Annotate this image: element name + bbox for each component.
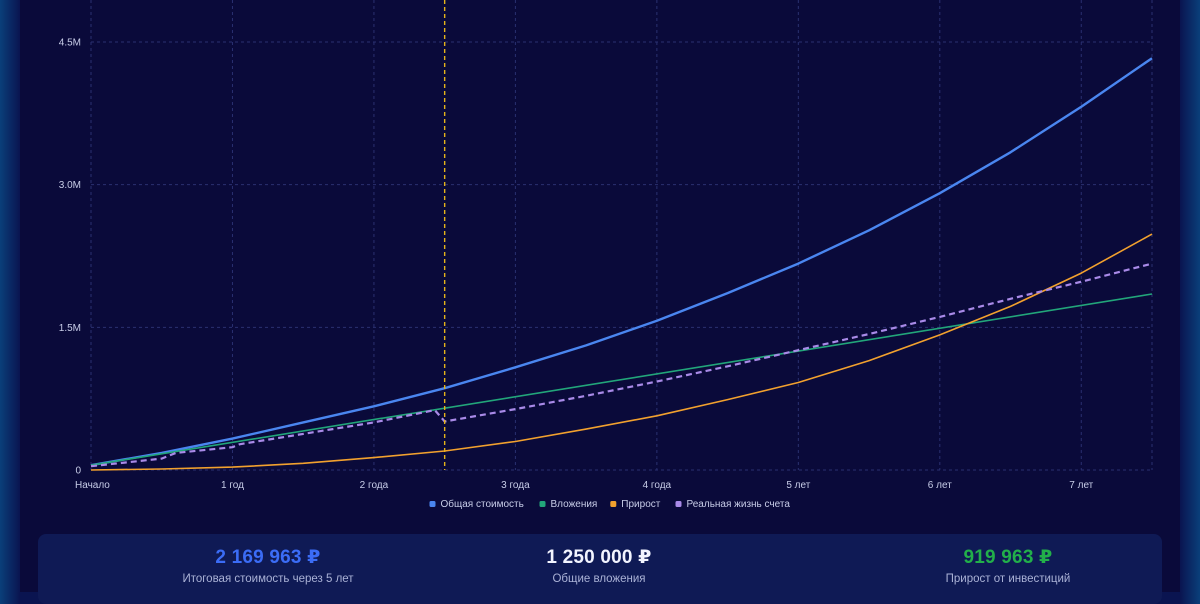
investments-label: Общие вложения <box>552 573 646 585</box>
x-tick-label: 7 лет <box>1069 480 1093 491</box>
x-tick-label: 4 года <box>643 480 672 491</box>
growth-value: 919 963 ₽ <box>963 547 1053 568</box>
investments-stat: 1 250 000 ₽ Общие вложения <box>449 546 749 585</box>
total-value: 2 169 963 ₽ <box>215 547 321 568</box>
total-value-label: Итоговая стоимость через 5 лет <box>182 573 354 585</box>
legend-swatch <box>675 501 682 507</box>
y-tick-label: 0 <box>75 466 81 477</box>
series-line <box>90 57 1153 467</box>
series-line <box>90 262 1153 468</box>
x-tick-label: 3 года <box>501 480 530 491</box>
summary-card: 2 169 963 ₽ Итоговая стоимость через 5 л… <box>38 534 1162 604</box>
legend-label: Вложения <box>551 499 598 510</box>
legend-swatch <box>429 501 436 507</box>
series-line <box>90 293 1153 466</box>
y-tick-label: 4.5M <box>59 38 81 49</box>
x-tick-label: 1 год <box>221 480 244 491</box>
legend-swatch <box>610 501 617 507</box>
legend-swatch <box>539 501 546 507</box>
total-value-stat: 2 169 963 ₽ Итоговая стоимость через 5 л… <box>118 546 418 585</box>
growth-chart: Начало 1 год 2 года 3 года 4 года 5 лет 6 лет 7… <box>59 0 1153 510</box>
legend-label: Прирост <box>621 499 660 510</box>
x-tick-label: 5 лет <box>786 480 810 491</box>
growth-label: Прирост от инвестиций <box>945 573 1071 585</box>
investments-value: 1 250 000 ₽ <box>546 547 652 568</box>
y-tick-label: 1.5M <box>59 323 81 334</box>
y-tick-label: 3.0M <box>59 180 81 191</box>
legend-label: Реальная жизнь счета <box>687 499 791 510</box>
x-tick-label: 2 года <box>360 480 389 491</box>
x-tick-label: Начало <box>75 480 110 491</box>
growth-stat: 919 963 ₽ Прирост от инвестиций <box>858 546 1158 585</box>
series-line <box>90 233 1153 471</box>
x-tick-label: 6 лет <box>928 480 952 491</box>
legend-label: Общая стоимость <box>441 498 524 510</box>
chart-panel <box>20 0 1180 592</box>
